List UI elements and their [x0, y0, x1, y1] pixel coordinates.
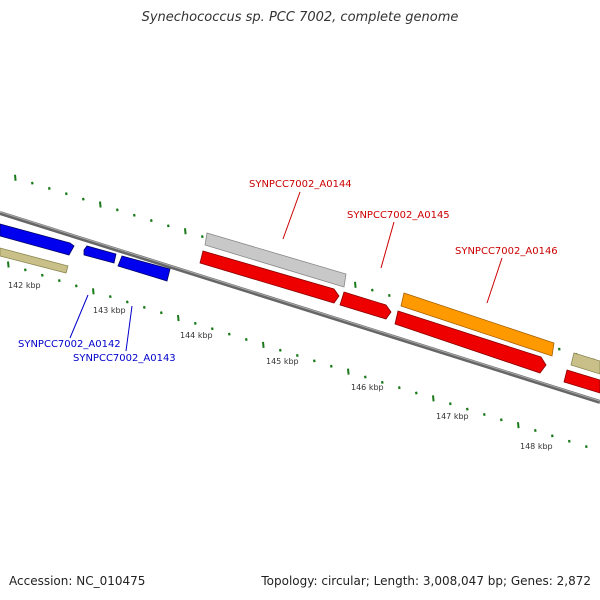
- major-tick-mark: [184, 228, 187, 235]
- minor-tick-mark: [278, 348, 282, 352]
- tick-label-143: 143 kbp: [93, 306, 126, 315]
- minor-tick-mark: [149, 219, 153, 223]
- minor-tick-mark: [227, 332, 231, 336]
- accession-text: Accession: NC_010475: [9, 574, 146, 588]
- major-tick-mark: [14, 174, 17, 181]
- minor-tick-mark: [567, 439, 571, 443]
- minor-tick-mark: [166, 224, 170, 228]
- minor-tick-mark: [557, 347, 561, 351]
- major-tick-mark: [347, 368, 350, 375]
- feature-olive-left[interactable]: [0, 247, 69, 274]
- major-tick-mark: [262, 341, 265, 348]
- major-tick-mark: [92, 288, 95, 295]
- gene-label-a0144-text[interactable]: SYNPCC7002_A0144: [249, 179, 352, 190]
- minor-tick-mark: [448, 402, 452, 406]
- minor-tick-mark: [329, 364, 333, 368]
- minor-tick-mark: [380, 380, 384, 384]
- gene-label-a0142[interactable]: SYNPCC7002_A0142: [18, 294, 121, 350]
- minor-tick-mark: [57, 279, 61, 283]
- major-tick-mark: [517, 422, 520, 429]
- minor-tick-mark: [210, 327, 214, 331]
- feature-red-right[interactable]: [563, 369, 600, 394]
- gene-label-a0143[interactable]: SYNPCC7002_A0143: [73, 305, 176, 364]
- feature-orange-a0146[interactable]: [400, 292, 555, 357]
- minor-tick-mark: [499, 418, 503, 422]
- minor-tick-mark: [533, 429, 537, 433]
- minor-tick-mark: [584, 445, 588, 449]
- major-tick-mark: [177, 314, 180, 322]
- minor-tick-mark: [142, 305, 146, 309]
- minor-tick-mark: [40, 273, 44, 277]
- minor-tick-mark: [125, 300, 129, 304]
- gene-label-a0146-text[interactable]: SYNPCC7002_A0146: [455, 246, 558, 257]
- gene-label-a0144[interactable]: SYNPCC7002_A0144: [249, 179, 352, 240]
- feature-a0142-arrow[interactable]: [0, 223, 75, 256]
- minor-tick-mark: [312, 359, 316, 363]
- minor-tick-mark: [132, 213, 136, 217]
- minor-tick-mark: [482, 412, 486, 416]
- genome-summary-text: Topology: circular; Length: 3,008,047 bp…: [261, 574, 591, 588]
- minor-tick-mark: [47, 186, 51, 190]
- gene-label-a0146[interactable]: SYNPCC7002_A0146: [455, 246, 558, 304]
- minor-tick-mark: [387, 294, 391, 298]
- genome-backbone: [0, 211, 600, 404]
- tick-label-145: 145 kbp: [266, 357, 299, 366]
- map-title: Synechococcus sp. PCC 7002, complete gen…: [141, 10, 459, 25]
- major-tick-mark: [99, 201, 102, 208]
- minor-tick-mark: [465, 407, 469, 411]
- minor-tick-mark: [397, 386, 401, 390]
- minor-tick-mark: [200, 235, 204, 239]
- gene-label-a0142-text[interactable]: SYNPCC7002_A0142: [18, 339, 121, 350]
- tick-label-148: 148 kbp: [520, 442, 553, 451]
- minor-tick-mark: [64, 192, 68, 196]
- minor-tick-mark: [244, 337, 248, 341]
- feature-a0143-small-arrow[interactable]: [83, 245, 117, 264]
- major-tick-mark: [354, 281, 357, 288]
- minor-tick-mark: [414, 391, 418, 395]
- minor-tick-mark: [23, 268, 27, 272]
- minor-tick-mark: [193, 321, 197, 325]
- feature-olive-right[interactable]: [570, 352, 600, 375]
- minor-tick-mark: [370, 288, 374, 292]
- minor-tick-mark: [550, 434, 554, 438]
- tick-row-inner: [7, 261, 588, 449]
- gene-label-a0145[interactable]: SYNPCC7002_A0145: [347, 210, 450, 269]
- feature-red-a0146[interactable]: [394, 310, 547, 374]
- major-tick-mark: [432, 395, 435, 402]
- feature-a0143-arrow[interactable]: [117, 255, 171, 282]
- tick-label-147: 147 kbp: [436, 412, 469, 421]
- tick-label-146: 146 kbp: [351, 383, 384, 392]
- minor-tick-mark: [295, 354, 299, 358]
- gene-label-a0145-text[interactable]: SYNPCC7002_A0145: [347, 210, 450, 221]
- tick-label-142: 142 kbp: [8, 281, 41, 290]
- minor-tick-mark: [159, 311, 163, 315]
- minor-tick-mark: [81, 197, 85, 201]
- minor-tick-mark: [363, 375, 367, 379]
- feature-red-a0144[interactable]: [199, 250, 340, 304]
- minor-tick-mark: [30, 181, 34, 185]
- minor-tick-mark: [108, 295, 112, 299]
- feature-red-a0145[interactable]: [339, 291, 392, 320]
- gene-label-a0143-text[interactable]: SYNPCC7002_A0143: [73, 353, 176, 364]
- minor-tick-mark: [115, 208, 119, 212]
- tick-label-144: 144 kbp: [180, 331, 213, 340]
- feature-gray-a0144[interactable]: [204, 232, 347, 288]
- kbp-labels: 142 kbp 143 kbp 144 kbp 145 kbp 146 kbp …: [8, 281, 553, 451]
- minor-tick-mark: [74, 284, 78, 288]
- major-tick-mark: [7, 261, 10, 268]
